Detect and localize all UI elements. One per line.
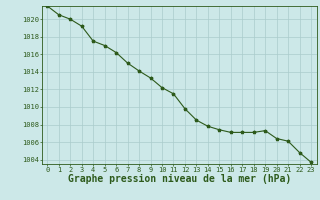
X-axis label: Graphe pression niveau de la mer (hPa): Graphe pression niveau de la mer (hPa) [68, 174, 291, 184]
